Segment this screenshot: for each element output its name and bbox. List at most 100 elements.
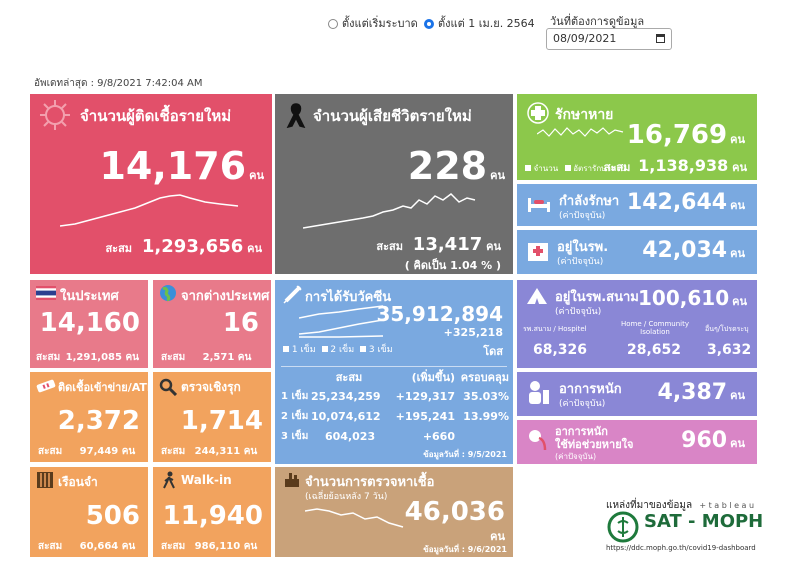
moph-emblem-icon <box>607 511 639 543</box>
hospitel-value: 68,326 <box>533 342 588 358</box>
tile-subtitle: ใช้ท่อช่วยหายใจ <box>555 438 634 451</box>
tile-title: จำนวนการตรวจหาเชื้อ <box>305 475 435 490</box>
vaccine-sparkline <box>299 305 384 338</box>
new-cases-tile: จำนวนผู้ติดเชื้อรายใหม่ 14,176 คน สะสม 1,… <box>30 94 272 274</box>
tile-title: อยู่ในรพ.สนาม <box>555 290 639 305</box>
radio-selected-icon[interactable] <box>424 19 434 29</box>
cumulative: สะสม 13,417 คน <box>376 234 501 255</box>
brand-name: SAT - MOPH <box>644 511 764 532</box>
in-hospital-tile: อยู่ในรพ. (ค่าปัจจุบัน) 42,034 คน <box>517 230 757 274</box>
vaccine-tile: การได้รับวัคซีน 35,912,894 +325,218 1 เข… <box>275 280 513 464</box>
tests-tile: จำนวนการตรวจหาเชื้อ (เฉลี่ยย้อนหลัง 7 วั… <box>275 467 513 557</box>
tile-title: เรือนจำ <box>58 475 98 489</box>
deaths-tile: จำนวนผู้เสียชีวิตรายใหม่ 228 คน สะสม 13,4… <box>275 94 513 274</box>
in-treatment-value: 142,644 คน <box>626 190 745 215</box>
deaths-value: 228 คน <box>407 144 505 188</box>
trend-sparkline <box>305 508 404 528</box>
tile-title: ในประเทศ <box>60 289 119 304</box>
vaccine-total: 35,912,894 <box>376 302 503 326</box>
ventilator-tile: อาการหนัก ใช้ท่อช่วยหายใจ (ค่าปัจจุบัน) … <box>517 420 757 464</box>
tile-title: การได้รับวัคซีน <box>305 290 392 305</box>
cumulative: สะสม 986,110 คน <box>161 541 258 552</box>
source-url[interactable]: https://ddc.moph.go.th/covid19-dashboard <box>606 544 756 552</box>
death-rate: ( คิดเป็น 1.04 % ) <box>404 259 501 272</box>
jail-icon <box>37 472 53 488</box>
divider <box>281 366 507 367</box>
recovered-value: 16,769 คน <box>626 120 745 150</box>
recovered-tile: รักษาหาย 16,769 คน จำนวน อัตรารักษาหาย สะ… <box>517 94 757 180</box>
tile-title: จำนวนผู้เสียชีวิตรายใหม่ <box>313 107 472 125</box>
data-date: ข้อมูลวันที่ : 9/6/2021 <box>423 545 507 554</box>
vaccine-legend: 1 เข็ม 2 เข็ม 3 เข็ม <box>283 342 393 356</box>
globe-icon <box>160 285 176 302</box>
tile-title: จำนวนผู้ติดเชื้อรายใหม่ <box>80 107 232 125</box>
cumulative: สะสม 97,449 คน <box>38 446 136 457</box>
tile-title: กำลังรักษา <box>559 194 620 209</box>
test-kit-icon <box>36 379 56 393</box>
cumulative: สะสม 60,664 คน <box>38 541 136 552</box>
severe-value: 4,387 คน <box>657 380 745 405</box>
tile-title: จากต่างประเทศ <box>181 289 270 304</box>
last-updated: อัพเดทล่าสุด : 9/8/2021 7:42:04 AM <box>34 78 203 89</box>
walkin-value: 11,940 <box>162 501 263 531</box>
trend-sparkline <box>60 194 239 227</box>
home-isolation-value: 28,652 <box>627 342 682 358</box>
tests-value: 46,036 <box>404 497 505 527</box>
field-hospital-value: 100,610 คน <box>638 286 747 310</box>
tile-title: Walk-in <box>181 473 232 487</box>
cumulative: สะสม 1,291,085 คน <box>36 352 139 363</box>
lab-test-icon <box>285 473 299 487</box>
imported-tile: จากต่างประเทศ 16 สะสม 2,571 คน <box>153 280 271 368</box>
calendar-icon[interactable] <box>656 34 665 43</box>
radio-since-april[interactable]: ตั้งแต่ 1 เม.ย. 2564 <box>424 14 535 32</box>
in-hospital-value: 42,034 คน <box>642 238 745 263</box>
tile-title: รักษาหาย <box>555 107 614 123</box>
trend-sparkline <box>537 127 624 137</box>
magnifier-icon <box>159 378 177 396</box>
tile-title: ตรวจเชิงรุก <box>181 380 241 394</box>
radio-since-outbreak[interactable]: ตั้งแต่เริ่มระบาด <box>328 14 418 32</box>
tile-title: อยู่ในรพ. <box>557 240 609 255</box>
table-row: 1 เข็ม 25,234,259 +129,317 35.03% <box>281 389 509 403</box>
cumulative: สะสม 244,311 คน <box>161 446 258 457</box>
other-value: 3,632 <box>707 342 752 358</box>
virus-icon <box>40 100 70 130</box>
prison-tile: เรือนจำ 506 สะสม 60,664 คน <box>30 467 148 557</box>
tile-title: ติดเชื้อเข้าข่าย/ATK <box>58 381 148 394</box>
field-hospital-tile: อยู่ในรพ.สนาม (ค่าปัจจุบัน) 100,610 คน รพ… <box>517 280 757 368</box>
tent-icon <box>527 288 547 304</box>
thai-flag-icon <box>36 286 56 300</box>
walkin-tile: Walk-in 11,940 สะสม 986,110 คน <box>153 467 271 557</box>
source-label: แหล่งที่มาของข้อมูล + t a b l e a u <box>606 500 755 511</box>
hospital-bed-icon <box>528 198 550 212</box>
severe-tile: อาการหนัก (ค่าปัจจุบัน) 4,387 คน <box>517 372 757 416</box>
legend: จำนวน อัตรารักษาหาย <box>525 162 625 175</box>
plus-cross-icon <box>527 102 549 124</box>
domestic-tile: ในประเทศ 14,160 สะสม 1,291,085 คน <box>30 280 148 368</box>
vaccine-table: สะสม (เพิ่มขึ้น) ครอบคลุม 1 เข็ม 25,234,… <box>281 368 509 446</box>
tile-title: อาการหนัก <box>555 425 608 438</box>
data-date: ข้อมูลวันที่ : 9/5/2021 <box>423 450 507 459</box>
date-input[interactable]: 08/09/2021 <box>546 28 672 50</box>
radio-icon[interactable] <box>328 19 338 29</box>
tile-title: อาการหนัก <box>559 382 622 397</box>
hospital-icon <box>528 243 548 261</box>
vaccine-delta: +325,218 <box>443 326 503 339</box>
domestic-value: 14,160 <box>39 308 140 338</box>
dose-unit: โดส <box>483 345 503 358</box>
imported-value: 16 <box>222 308 259 338</box>
cumulative: สะสม 1,138,938 คน <box>603 156 747 175</box>
table-row: 2 เข็ม 10,074,612 +195,241 13.99% <box>281 409 509 423</box>
atk-tile: ติดเชื้อเข้าข่าย/ATK 2,372 สะสม 97,449 ค… <box>30 372 148 462</box>
cumulative: สะสม 1,293,656 คน <box>105 236 262 257</box>
trend-sparkline <box>303 193 476 229</box>
proactive-tile: ตรวจเชิงรุก 1,714 สะสม 244,311 คน <box>153 372 271 462</box>
tableau-logo: + t a b l e a u <box>699 501 755 510</box>
black-ribbon-icon <box>286 103 306 128</box>
cumulative: สะสม 2,571 คน <box>161 352 252 363</box>
ventilator-icon <box>529 430 547 451</box>
walking-person-icon <box>163 471 175 489</box>
prison-value: 506 <box>85 501 140 531</box>
ventilator-value: 960 คน <box>681 428 745 453</box>
date-label: วันที่ต้องการดูข้อมูล <box>550 15 645 28</box>
